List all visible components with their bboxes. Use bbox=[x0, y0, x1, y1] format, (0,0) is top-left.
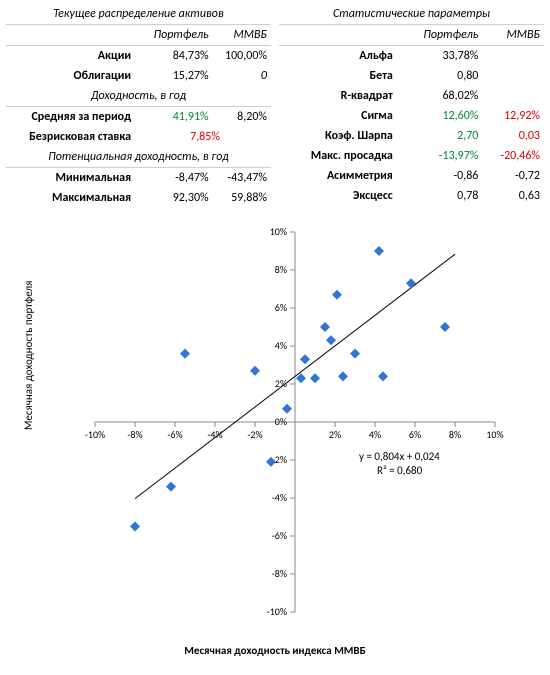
row-value-port: 84,73% bbox=[139, 46, 213, 67]
row-value-port: 41,91% bbox=[139, 107, 213, 128]
right-col-port: Портфель bbox=[401, 25, 483, 46]
row-value-port: 7,85% bbox=[139, 127, 271, 147]
row-value-mmvb: -20,46% bbox=[482, 146, 544, 166]
row-value-port: 0,78 bbox=[401, 186, 483, 206]
left-col-mmvb: ММВБ bbox=[213, 25, 271, 46]
row-value-mmvb bbox=[482, 66, 544, 86]
row-label: Макс. просадка bbox=[279, 146, 401, 166]
row-value-port: 12,60% bbox=[401, 106, 483, 126]
right-table: Статистические параметры Портфель ММВБ А… bbox=[279, 4, 544, 206]
row-label: Бета bbox=[279, 66, 401, 86]
chart-xlabel: Месячная доходность индекса ММВБ bbox=[0, 644, 550, 657]
tables-container: Текущее распределение активов Портфель М… bbox=[6, 4, 544, 208]
table-row: Коэф. Шарпа2,700,03 bbox=[279, 126, 544, 146]
row-value-port: -13,97% bbox=[401, 146, 483, 166]
svg-text:R² = 0,680: R² = 0,680 bbox=[377, 464, 423, 477]
left-table: Текущее распределение активов Портфель М… bbox=[6, 4, 271, 208]
row-value-port: 68,02% bbox=[401, 86, 483, 106]
table-row: Акции84,73%100,00% bbox=[6, 46, 271, 67]
chart-ylabel: Месячная доходность портфеля bbox=[22, 281, 35, 430]
row-value-mmvb: 59,88% bbox=[213, 188, 271, 208]
row-value-mmvb: 8,20% bbox=[213, 107, 271, 128]
svg-text:6%: 6% bbox=[275, 301, 287, 314]
row-label: Эксцесс bbox=[279, 186, 401, 206]
row-value-port: 2,70 bbox=[401, 126, 483, 146]
row-label: Безрисковая ставка bbox=[6, 127, 139, 147]
right-title: Статистические параметры bbox=[279, 4, 544, 25]
svg-text:4%: 4% bbox=[369, 428, 381, 441]
table-row: Бета0,80 bbox=[279, 66, 544, 86]
svg-text:-4%: -4% bbox=[272, 491, 287, 504]
row-value-port: 33,78% bbox=[401, 46, 483, 67]
table-row: Безрисковая ставка7,85% bbox=[6, 127, 271, 147]
row-value-port: 0,80 bbox=[401, 66, 483, 86]
svg-text:4%: 4% bbox=[275, 339, 287, 352]
table-row: R-квадрат68,02% bbox=[279, 86, 544, 106]
svg-text:-6%: -6% bbox=[167, 428, 182, 441]
svg-text:-4%: -4% bbox=[207, 428, 222, 441]
svg-text:-2%: -2% bbox=[247, 428, 262, 441]
svg-text:-2%: -2% bbox=[272, 453, 287, 466]
row-value-mmvb: -43,47% bbox=[213, 168, 271, 189]
right-col-mmvb: ММВБ bbox=[482, 25, 544, 46]
row-value-mmvb bbox=[482, 86, 544, 106]
row-value-port: -8,47% bbox=[139, 168, 213, 189]
row-label: Акции bbox=[6, 46, 139, 67]
svg-text:10%: 10% bbox=[486, 428, 503, 441]
row-value-port: -0,86 bbox=[401, 166, 483, 186]
row-label: Альфа bbox=[279, 46, 401, 67]
row-value-mmvb: 0,03 bbox=[482, 126, 544, 146]
svg-text:6%: 6% bbox=[409, 428, 421, 441]
svg-text:-10%: -10% bbox=[85, 428, 105, 441]
chart-svg: -10% -8% -6% -4% -2% 2% 4% 6% 8% 10% -10% -8% -6% -4%… bbox=[40, 222, 510, 652]
row-label: Минимальная bbox=[6, 168, 139, 189]
row-label: R-квадрат bbox=[279, 86, 401, 106]
svg-text:-8%: -8% bbox=[127, 428, 142, 441]
table-row: Минимальная-8,47%-43,47% bbox=[6, 168, 271, 189]
scatter-chart: -10% -8% -6% -4% -2% 2% 4% 6% 8% 10% -10% -8% -6% -4%… bbox=[40, 222, 510, 652]
row-value-mmvb: 0 bbox=[213, 66, 271, 86]
row-label: Коэф. Шарпа bbox=[279, 126, 401, 146]
table-row: Альфа33,78% bbox=[279, 46, 544, 67]
svg-text:-10%: -10% bbox=[267, 605, 287, 618]
row-value-mmvb: 0,63 bbox=[482, 186, 544, 206]
svg-text:-6%: -6% bbox=[272, 529, 287, 542]
svg-text:0%: 0% bbox=[275, 415, 287, 428]
svg-text:y = 0,804x + 0,024: y = 0,804x + 0,024 bbox=[359, 450, 440, 463]
left-section3-title: Потенциальная доходность, в год bbox=[6, 147, 271, 168]
table-row: Макс. просадка-13,97%-20,46% bbox=[279, 146, 544, 166]
table-row: Сигма12,60%12,92% bbox=[279, 106, 544, 126]
right-table-wrap: Статистические параметры Портфель ММВБ А… bbox=[279, 4, 544, 208]
svg-text:-8%: -8% bbox=[272, 567, 287, 580]
row-label: Максимальная bbox=[6, 188, 139, 208]
svg-text:8%: 8% bbox=[449, 428, 461, 441]
row-value-port: 92,30% bbox=[139, 188, 213, 208]
row-label: Средняя за период bbox=[6, 107, 139, 128]
row-label: Облигации bbox=[6, 66, 139, 86]
table-row: Максимальная92,30%59,88% bbox=[6, 188, 271, 208]
left-table-wrap: Текущее распределение активов Портфель М… bbox=[6, 4, 271, 208]
table-row: Эксцесс0,780,63 bbox=[279, 186, 544, 206]
table-row: Облигации15,27%0 bbox=[6, 66, 271, 86]
row-value-mmvb: -0,72 bbox=[482, 166, 544, 186]
left-section1-title: Текущее распределение активов bbox=[6, 4, 271, 25]
row-label: Сигма bbox=[279, 106, 401, 126]
table-row: Средняя за период41,91%8,20% bbox=[6, 107, 271, 128]
page-root: Текущее распределение активов Портфель М… bbox=[0, 0, 550, 675]
table-row: Асимметрия-0,86-0,72 bbox=[279, 166, 544, 186]
row-label: Асимметрия bbox=[279, 166, 401, 186]
left-col-port: Портфель bbox=[139, 25, 213, 46]
svg-text:2%: 2% bbox=[329, 428, 341, 441]
svg-text:8%: 8% bbox=[275, 263, 287, 276]
row-value-mmvb: 12,92% bbox=[482, 106, 544, 126]
row-value-mmvb bbox=[482, 46, 544, 67]
row-value-mmvb: 100,00% bbox=[213, 46, 271, 67]
left-section2-title: Доходность, в год bbox=[6, 86, 271, 107]
row-value-port: 15,27% bbox=[139, 66, 213, 86]
svg-text:10%: 10% bbox=[270, 225, 287, 238]
